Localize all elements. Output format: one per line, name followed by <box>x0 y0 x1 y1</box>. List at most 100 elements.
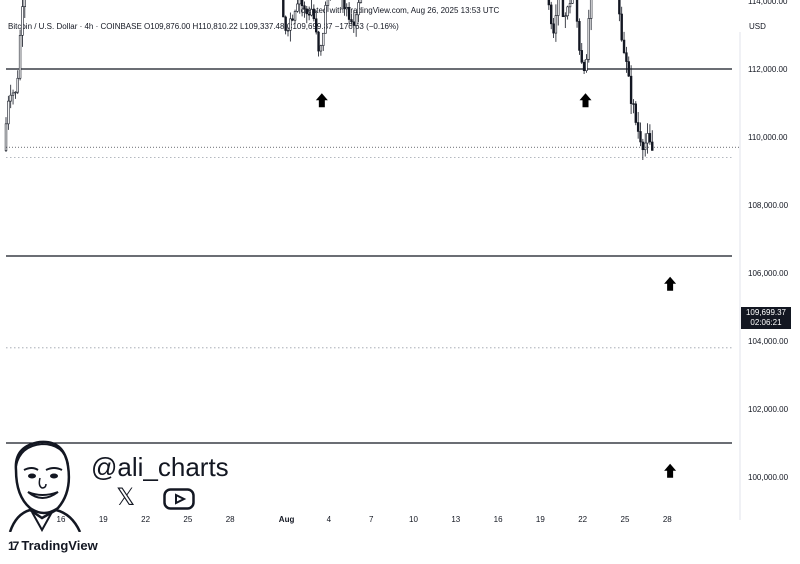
x-tick-label: Aug <box>279 515 295 524</box>
candle-body <box>21 6 24 36</box>
candle-body <box>293 11 297 21</box>
candle-body <box>305 8 308 15</box>
candle-body <box>622 39 626 54</box>
x-tick-label: 25 <box>621 515 630 524</box>
candle-body <box>625 52 628 62</box>
x-tick-label: 16 <box>57 515 66 524</box>
candle-body <box>23 0 26 7</box>
candle-body <box>347 7 351 20</box>
candle-body <box>289 18 292 31</box>
candle-body <box>566 6 569 17</box>
y-tick-label: 110,000.00 <box>748 133 788 142</box>
candle-body <box>7 100 10 125</box>
candle-body <box>557 0 560 16</box>
x-tick-label: 4 <box>327 515 332 524</box>
candle-body <box>575 0 579 22</box>
candle-body <box>357 2 360 16</box>
candle-body <box>314 18 318 33</box>
candle-body <box>643 142 647 151</box>
arrow-up-icon <box>579 93 592 108</box>
candle-body <box>354 14 358 26</box>
y-tick-label: 106,000.00 <box>748 269 789 278</box>
x-tick-label: 28 <box>226 515 235 524</box>
candle-body <box>18 35 22 79</box>
candle-body <box>585 59 588 72</box>
candle-body <box>310 9 313 16</box>
candle-body <box>552 23 555 34</box>
candle-body <box>352 21 355 26</box>
arrow-up-icon <box>315 93 328 108</box>
candle-body <box>547 0 551 6</box>
candle-body <box>324 5 327 34</box>
candle-body <box>284 16 287 31</box>
candle-body <box>300 0 304 7</box>
candle-body <box>580 50 583 63</box>
chart-creation-note: created with TradingView.com, Aug 26, 20… <box>300 6 500 15</box>
candle-body <box>286 29 290 32</box>
arrow-up-icon <box>664 276 677 291</box>
tradingview-mark-icon: 17 <box>8 538 19 553</box>
candle-body <box>620 13 623 41</box>
tradingview-logo[interactable]: 17 TradingView <box>8 538 98 553</box>
candle-body <box>350 19 353 23</box>
candle-body <box>291 18 294 21</box>
candle-body <box>11 92 15 96</box>
candle-body <box>4 123 8 151</box>
x-tick-label: 10 <box>409 515 418 524</box>
avatar <box>8 440 82 532</box>
candle-body <box>639 131 642 143</box>
candle-body <box>282 0 285 18</box>
candle-body <box>561 0 565 18</box>
last-price-tag: 109,699.37 02:06:21 <box>741 307 791 329</box>
y-tick-label: 112,000.00 <box>748 65 788 74</box>
candle-body <box>632 103 635 105</box>
last-price: 109,699.37 <box>745 308 787 317</box>
y-tick-label: 114,000.00 <box>748 0 788 6</box>
x-tick-label: 22 <box>141 515 150 524</box>
y-tick-label: 100,000.00 <box>748 473 789 482</box>
candle-body <box>578 21 581 51</box>
y-tick-label: 102,000.00 <box>748 405 789 414</box>
candle-body <box>322 32 325 46</box>
candle-body <box>14 91 17 94</box>
candle-body <box>359 0 363 3</box>
candle-body <box>646 133 649 144</box>
candle-body <box>589 0 593 19</box>
candle-body <box>564 15 567 18</box>
candle-body <box>317 31 320 52</box>
candle-body <box>627 61 630 77</box>
candle-body <box>16 77 19 93</box>
symbol-ohlc-line: Bitcoin / U.S. Dollar · 4h · COINBASE O1… <box>8 22 399 31</box>
candle-body <box>618 0 621 15</box>
tradingview-logo-text: TradingView <box>21 538 98 553</box>
candle-body <box>307 13 311 16</box>
x-icon: 𝕏 <box>116 484 136 511</box>
candle-body <box>345 7 348 10</box>
candle-body <box>296 3 299 12</box>
bar-countdown: 02:06:21 <box>750 318 782 327</box>
y-tick-label: 108,000.00 <box>748 201 789 210</box>
youtube-icon <box>163 488 195 510</box>
x-tick-label: 7 <box>369 515 374 524</box>
candle-body <box>312 9 316 20</box>
candle-body <box>343 0 346 10</box>
candle-body <box>641 141 645 151</box>
x-tick-label: 19 <box>536 515 545 524</box>
candle-body <box>582 61 586 72</box>
author-handle: @ali_charts <box>91 452 229 482</box>
candle-body <box>636 122 640 132</box>
y-tick-label: 104,000.00 <box>748 337 789 346</box>
x-tick-label: 25 <box>183 515 192 524</box>
candle-body <box>554 15 558 34</box>
candle-body <box>651 141 654 151</box>
x-tick-label: 28 <box>663 515 672 524</box>
candle-body <box>9 94 12 102</box>
candle-body <box>634 103 638 123</box>
currency-label: USD <box>749 22 766 31</box>
x-tick-label: 16 <box>494 515 503 524</box>
candle-body <box>587 18 591 60</box>
candle-body <box>648 133 652 143</box>
candle-body <box>303 5 306 10</box>
x-tick-label: 22 <box>578 515 587 524</box>
